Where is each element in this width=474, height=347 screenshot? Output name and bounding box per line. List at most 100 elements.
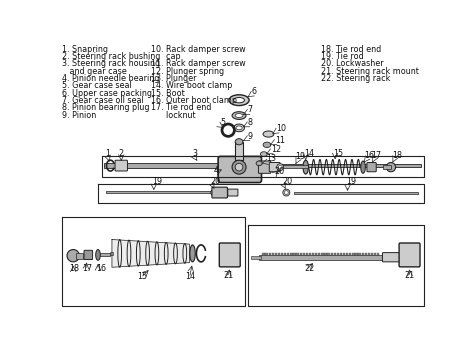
FancyBboxPatch shape [104, 163, 220, 168]
Text: 7: 7 [247, 105, 253, 115]
Bar [287, 253, 290, 255]
Bar [302, 253, 305, 255]
Text: 10: 10 [276, 124, 286, 133]
Ellipse shape [278, 165, 282, 169]
Bar [330, 253, 333, 255]
Bar [377, 253, 379, 255]
Ellipse shape [211, 189, 218, 196]
Polygon shape [112, 239, 190, 267]
Text: 1. Snapring: 1. Snapring [62, 45, 108, 54]
Ellipse shape [263, 131, 274, 137]
Ellipse shape [235, 139, 243, 145]
Bar [324, 253, 327, 255]
Text: 18: 18 [392, 151, 402, 160]
Text: 4. Pinion needle bearing: 4. Pinion needle bearing [62, 74, 159, 83]
Ellipse shape [234, 98, 245, 103]
Ellipse shape [263, 142, 271, 147]
Ellipse shape [277, 164, 283, 171]
Bar [368, 253, 370, 255]
Text: and gear case: and gear case [62, 67, 127, 76]
Text: 14. Wire boot clamp: 14. Wire boot clamp [151, 81, 232, 90]
Ellipse shape [386, 162, 396, 172]
Text: 19: 19 [296, 152, 306, 161]
FancyBboxPatch shape [367, 162, 376, 172]
Text: 8. Pinion bearing plug: 8. Pinion bearing plug [62, 103, 149, 112]
FancyBboxPatch shape [84, 250, 92, 260]
Text: 16. Outer boot clamp: 16. Outer boot clamp [151, 96, 237, 105]
Ellipse shape [303, 160, 309, 174]
Text: 3. Steering rack housing: 3. Steering rack housing [62, 59, 160, 68]
Text: 18: 18 [69, 264, 79, 273]
Ellipse shape [256, 161, 262, 166]
Bar [358, 253, 361, 255]
Text: 11: 11 [275, 136, 285, 144]
FancyBboxPatch shape [294, 192, 418, 194]
Text: 6: 6 [251, 87, 256, 96]
Bar [293, 253, 296, 255]
Bar [281, 253, 283, 255]
Bar [371, 253, 373, 255]
FancyBboxPatch shape [399, 243, 420, 267]
Text: 22. Steering rack: 22. Steering rack [321, 74, 391, 83]
Text: 10. Rack damper screw: 10. Rack damper screw [151, 45, 246, 54]
Bar [268, 253, 271, 255]
FancyBboxPatch shape [115, 160, 128, 171]
Text: 8: 8 [247, 118, 253, 127]
Ellipse shape [235, 163, 243, 171]
Ellipse shape [234, 124, 245, 132]
Ellipse shape [96, 249, 100, 260]
Bar [272, 253, 274, 255]
Ellipse shape [283, 189, 290, 196]
Bar [300, 253, 302, 255]
Text: 21: 21 [404, 271, 414, 280]
Text: 22: 22 [304, 264, 314, 273]
Text: 21. Steering rack mount: 21. Steering rack mount [321, 67, 419, 76]
Text: 2: 2 [118, 149, 124, 158]
Text: 4: 4 [213, 166, 219, 175]
Text: 15: 15 [334, 149, 344, 158]
Ellipse shape [361, 161, 365, 173]
Text: 16: 16 [96, 264, 106, 273]
Ellipse shape [190, 245, 195, 262]
Text: 14: 14 [186, 272, 196, 281]
Text: 6. Upper case packing: 6. Upper case packing [62, 88, 152, 98]
Bar [334, 253, 336, 255]
Ellipse shape [67, 249, 80, 262]
Text: 20: 20 [283, 177, 292, 186]
Bar [337, 253, 339, 255]
Text: 14: 14 [304, 149, 314, 158]
FancyBboxPatch shape [383, 165, 391, 169]
Bar [296, 253, 299, 255]
Bar [278, 253, 280, 255]
Bar [318, 253, 320, 255]
Ellipse shape [284, 191, 288, 194]
Bar [321, 253, 324, 255]
FancyBboxPatch shape [269, 162, 280, 172]
Text: 16: 16 [365, 151, 374, 160]
Ellipse shape [232, 160, 246, 174]
FancyBboxPatch shape [106, 191, 213, 193]
FancyBboxPatch shape [280, 164, 421, 167]
Text: 7. Gear case oil seal: 7. Gear case oil seal [62, 96, 143, 105]
Bar [290, 253, 292, 255]
Text: 12. Plunger spring: 12. Plunger spring [151, 67, 224, 76]
FancyBboxPatch shape [100, 253, 109, 256]
Text: 20: 20 [274, 167, 284, 176]
Text: 19: 19 [346, 177, 356, 186]
Bar [306, 253, 308, 255]
Text: 18. Tie rod end: 18. Tie rod end [321, 45, 382, 54]
Text: 11. Rack damper screw: 11. Rack damper screw [151, 59, 246, 68]
Bar [309, 253, 311, 255]
Ellipse shape [236, 126, 242, 130]
Bar [340, 253, 342, 255]
Bar [346, 253, 348, 255]
Text: 1: 1 [106, 149, 110, 158]
Text: 17: 17 [82, 264, 92, 273]
Text: locknut: locknut [151, 111, 195, 120]
Bar [362, 253, 364, 255]
Bar [284, 253, 286, 255]
Text: 15. Boot: 15. Boot [151, 88, 184, 98]
Bar [352, 253, 355, 255]
Ellipse shape [260, 152, 267, 156]
FancyBboxPatch shape [259, 255, 382, 260]
